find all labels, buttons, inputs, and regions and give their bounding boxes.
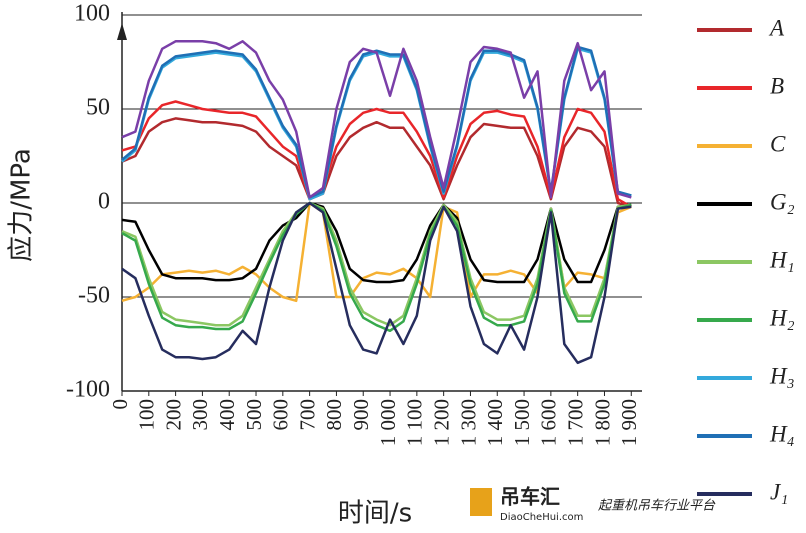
x-tick-label: 1 500	[510, 399, 534, 446]
y-axis-label: 应力/MPa	[7, 148, 37, 262]
x-tick-label: 900	[349, 399, 373, 431]
x-tick-label: 200	[161, 399, 185, 431]
x-tick-label: 1 800	[590, 399, 614, 446]
legend-label: G₂	[770, 189, 795, 214]
axis-arrow	[117, 23, 127, 40]
x-tick-label: 300	[188, 399, 212, 431]
watermark-slogan: 起重机吊车行业平台	[598, 499, 716, 514]
x-tick-label: 100	[135, 399, 159, 431]
watermark-icon	[470, 488, 492, 516]
series-line	[121, 100, 632, 208]
x-tick-label: 1 300	[456, 399, 480, 446]
x-tick-label: 0	[108, 399, 132, 410]
y-tick-label: -100	[66, 377, 110, 403]
x-tick-label: 600	[269, 399, 293, 431]
x-tick-label: 1 600	[537, 399, 561, 446]
legend-label: B	[770, 73, 784, 98]
x-tick-label: 1 400	[483, 399, 507, 446]
legend-label: H₂	[769, 305, 795, 330]
legend-label: H₃	[769, 363, 795, 388]
y-tick-label: 0	[98, 189, 110, 215]
legend-label: J₁	[770, 479, 788, 504]
x-axis-label: 时间/s	[338, 499, 412, 529]
x-tick-label: 700	[295, 399, 319, 431]
series-line	[121, 40, 632, 199]
series-line	[121, 201, 632, 365]
x-tick-label: 1 700	[563, 399, 587, 446]
watermark-brand: 吊车汇	[500, 485, 560, 509]
x-tick-label: 500	[242, 399, 266, 431]
x-tick-label: 800	[322, 399, 346, 431]
x-tick-label: 1 100	[403, 399, 427, 446]
legend-label: A	[768, 15, 785, 40]
legend-label: C	[770, 131, 786, 156]
x-tick-label: 1 200	[429, 399, 453, 446]
x-tick-label: 1 000	[376, 399, 400, 446]
legend-label: H₄	[769, 421, 795, 446]
watermark: 吊车汇 DiaoCheHui.com 起重机吊车行业平台	[470, 485, 716, 523]
x-tick-label: 400	[215, 399, 239, 431]
y-tick-label: 50	[86, 95, 110, 121]
watermark-site: DiaoCheHui.com	[500, 512, 583, 523]
y-tick-label: 100	[74, 1, 110, 27]
x-tick-label: 1 900	[617, 399, 641, 446]
legend-label: H₁	[769, 247, 795, 272]
y-tick-label: -50	[78, 283, 110, 309]
